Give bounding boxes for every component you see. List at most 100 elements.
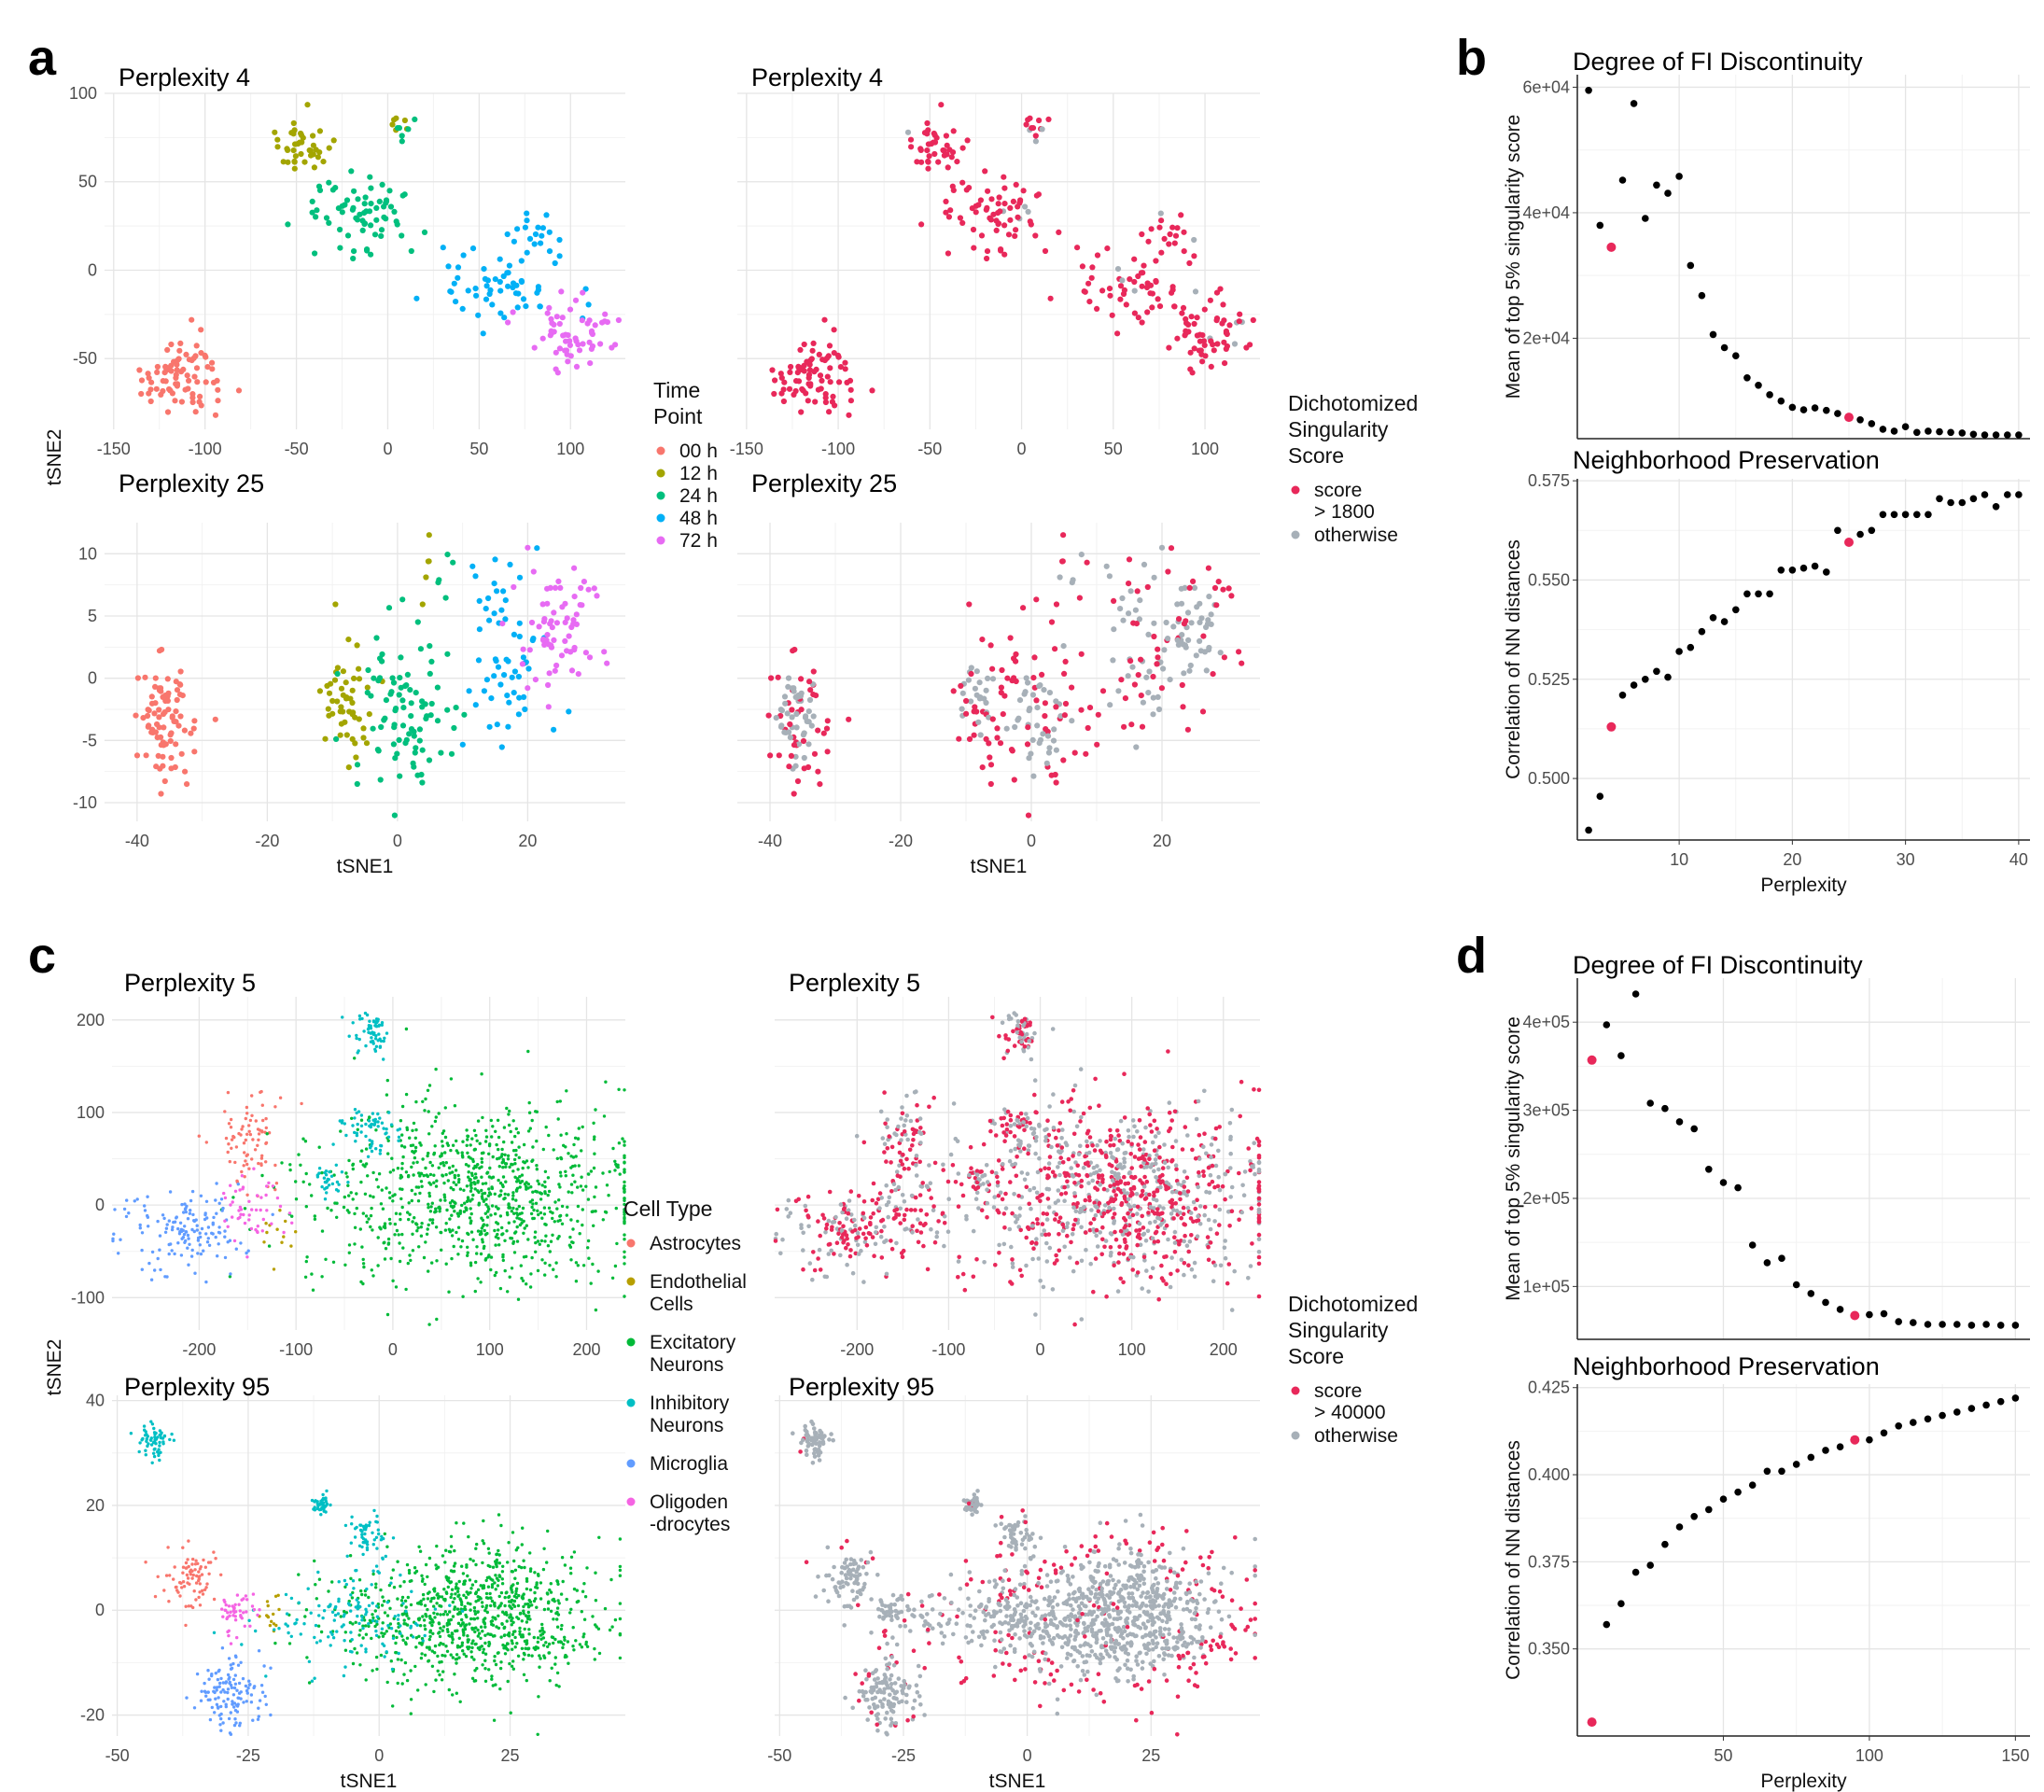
data-point <box>1216 1174 1221 1180</box>
data-point <box>405 1636 410 1640</box>
data-point <box>511 1206 515 1211</box>
data-point <box>234 1145 239 1149</box>
data-point <box>413 295 420 301</box>
data-point <box>247 1124 251 1127</box>
data-point <box>368 201 374 207</box>
data-point <box>1062 658 1069 665</box>
data-point <box>1000 1197 1005 1202</box>
data-point <box>408 726 415 733</box>
data-point <box>453 1176 457 1180</box>
data-point <box>482 1199 486 1203</box>
data-point <box>522 224 529 231</box>
data-point <box>160 693 166 701</box>
data-point <box>433 1644 438 1648</box>
data-point <box>467 1175 470 1179</box>
data-point <box>793 724 800 731</box>
data-point <box>513 1162 517 1166</box>
data-point <box>535 224 541 231</box>
data-point <box>1150 673 1156 680</box>
data-point <box>166 1546 170 1549</box>
data-point <box>1029 736 1036 744</box>
data-point <box>358 1227 362 1231</box>
data-point <box>568 667 576 674</box>
data-point <box>427 1223 430 1227</box>
data-point <box>175 1215 178 1219</box>
data-point <box>979 764 986 771</box>
data-point <box>959 690 966 696</box>
data-point <box>374 1582 378 1586</box>
data-point <box>878 1109 884 1114</box>
data-point <box>933 134 940 141</box>
data-point <box>189 1254 194 1258</box>
data-point <box>1197 600 1203 607</box>
data-point <box>510 1141 514 1144</box>
data-point <box>1000 1167 1005 1171</box>
data-point <box>501 1184 505 1189</box>
data-point <box>1180 304 1187 311</box>
data-point <box>576 1137 581 1141</box>
data-point <box>1010 1257 1015 1262</box>
data-point <box>1103 1153 1109 1158</box>
data-point <box>1033 697 1040 704</box>
data-point <box>1003 1206 1009 1211</box>
data-point <box>554 370 561 376</box>
data-point <box>1172 1235 1177 1239</box>
data-point <box>325 1185 329 1190</box>
data-point <box>1206 1257 1211 1263</box>
data-point <box>1004 675 1011 681</box>
data-point <box>541 1147 545 1152</box>
data-point <box>164 676 171 682</box>
data-point <box>1171 1216 1176 1221</box>
data-point <box>1107 292 1113 299</box>
data-point <box>523 303 529 310</box>
data-point <box>959 145 966 151</box>
data-point <box>408 700 414 707</box>
data-point <box>566 1640 570 1644</box>
y-tick-label: -5 <box>82 731 97 749</box>
data-point <box>786 385 793 392</box>
data-point <box>1062 1184 1067 1190</box>
data-point <box>1242 1169 1248 1174</box>
data-point <box>771 390 777 398</box>
data-point <box>490 1599 495 1603</box>
y-tick-label: 0 <box>95 1196 105 1214</box>
data-point <box>1179 310 1185 316</box>
data-point <box>356 665 362 672</box>
data-point <box>1212 1136 1218 1141</box>
data-point <box>203 1588 207 1592</box>
data-point <box>1113 1237 1119 1242</box>
data-point <box>812 1267 818 1273</box>
data-point <box>503 1595 507 1600</box>
data-point <box>971 1274 976 1280</box>
data-point <box>476 1588 481 1592</box>
data-point <box>217 1230 221 1235</box>
data-point <box>578 584 584 592</box>
data-point <box>470 1645 474 1650</box>
data-point <box>1144 583 1151 591</box>
data-point <box>510 1664 514 1669</box>
data-point <box>1086 1150 1092 1155</box>
data-point <box>510 1162 513 1167</box>
data-point <box>769 367 776 373</box>
data-point <box>1256 1087 1262 1093</box>
data-point <box>1065 1179 1070 1184</box>
data-point <box>362 194 369 201</box>
data-point <box>793 1198 799 1204</box>
data-point <box>556 320 563 328</box>
data-point <box>292 141 299 147</box>
data-point <box>943 198 949 204</box>
data-point <box>1055 1258 1059 1263</box>
data-point <box>861 1215 867 1221</box>
data-point <box>159 1267 162 1272</box>
data-point <box>398 654 404 661</box>
data-point <box>182 1211 186 1214</box>
data-point <box>501 1258 505 1263</box>
data-point <box>567 342 574 348</box>
data-point <box>492 276 498 283</box>
data-point <box>1143 674 1150 680</box>
data-point <box>889 1189 894 1194</box>
data-point <box>497 310 504 316</box>
data-point <box>1084 1248 1088 1253</box>
data-point <box>968 665 974 671</box>
data-point <box>445 1613 449 1617</box>
